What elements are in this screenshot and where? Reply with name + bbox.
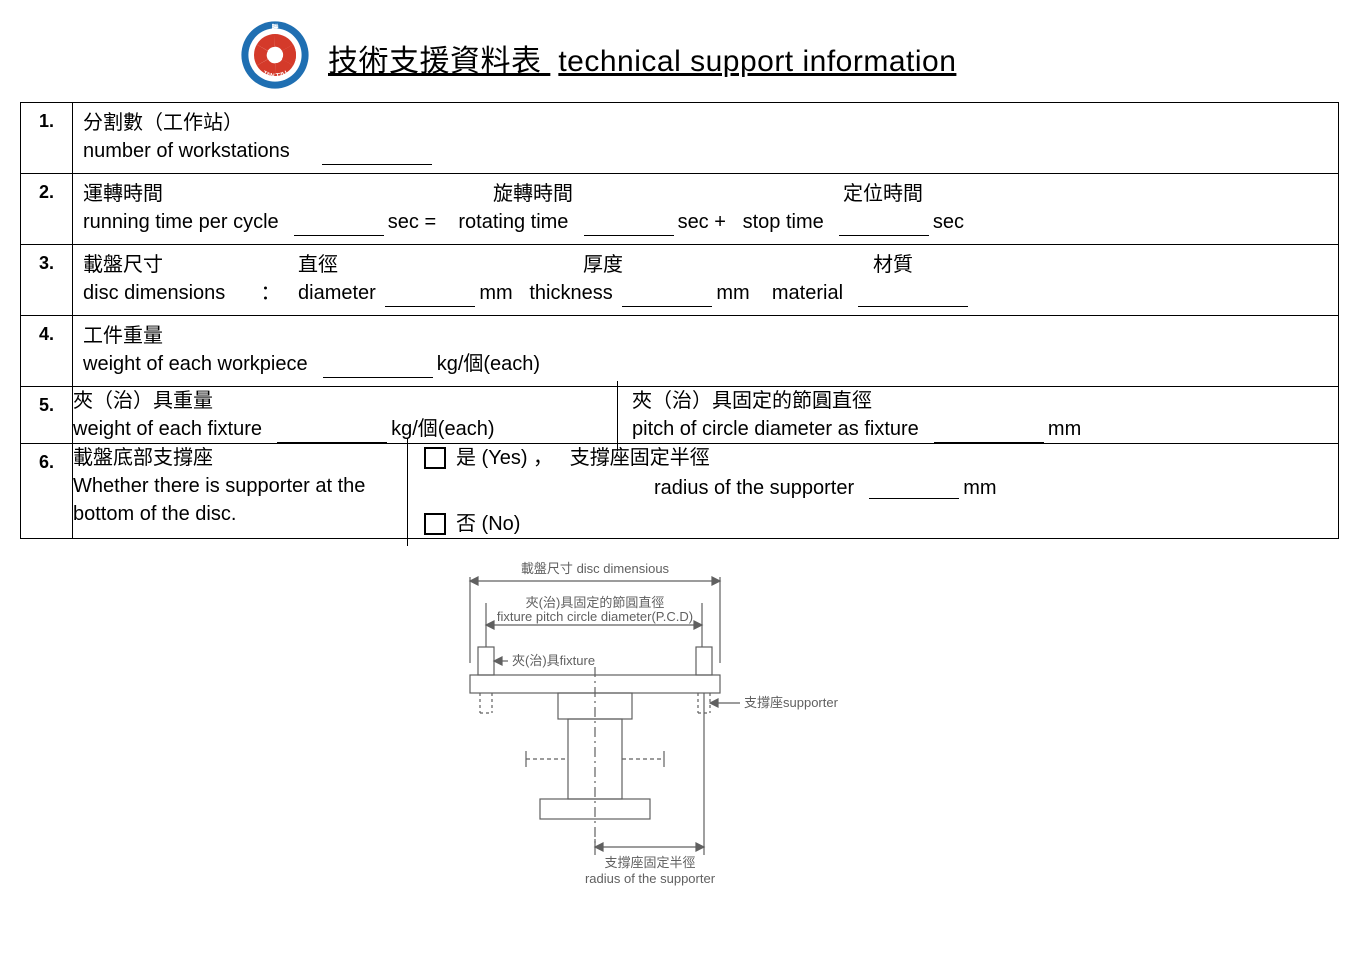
row3-en2: diameter	[298, 279, 376, 307]
row4-unit: kg/個(each)	[437, 350, 540, 378]
row2-zh1: 運轉時間	[83, 180, 313, 208]
row5-en2: pitch of circle diameter as fixture	[632, 415, 919, 443]
row2-en3: stop time	[743, 208, 824, 236]
page-header: 騰 TAN TZU 技術支援資料表 technical support info…	[20, 20, 1339, 96]
row2-blank2[interactable]	[584, 214, 674, 236]
row5-mm: mm	[1048, 415, 1081, 443]
svg-text:支撐座固定半徑: 支撐座固定半徑	[604, 855, 695, 870]
row3-en1: disc dimensions	[83, 279, 243, 307]
row1-zh: 分割數（工作站）	[83, 109, 1328, 137]
svg-text:支撐座supporter: 支撐座supporter	[744, 695, 839, 710]
row2-cell: 運轉時間 旋轉時間 定位時間 running time per cycle se…	[73, 174, 1339, 245]
row5-cell: 夾（治）具重量 weight of each fixture kg/個(each…	[73, 387, 1339, 444]
row6-en: Whether there is supporter at the bottom…	[73, 472, 397, 528]
row6-zh2: 支撐座固定半徑	[570, 444, 710, 472]
row3-zh1: 載盤尺寸	[83, 251, 298, 279]
row3-zh4: 材質	[873, 251, 913, 279]
svg-text:騰: 騰	[272, 23, 280, 32]
row1-blank[interactable]	[322, 143, 432, 165]
row6-no: 否 (No)	[456, 510, 520, 538]
row3-mm2: mm	[716, 279, 749, 307]
row6-mm: mm	[963, 474, 996, 502]
row3-zh2: 直徑	[298, 251, 583, 279]
logo: 騰 TAN TZU	[240, 20, 310, 96]
row5-zh1: 夾（治）具重量	[73, 387, 607, 415]
row2-en1: running time per cycle	[83, 208, 279, 236]
page-title: 技術支援資料表 technical support information	[328, 36, 956, 80]
row2-num: 2.	[21, 174, 73, 245]
row3-en4: material	[772, 279, 843, 307]
row6-en2: radius of the supporter	[654, 474, 854, 502]
row6-zh: 載盤底部支撐座	[73, 444, 397, 472]
row6-yes: 是 (Yes) ，	[456, 444, 553, 472]
row3-cell: 載盤尺寸 直徑 厚度 材質 disc dimensions ： diameter…	[73, 245, 1339, 316]
row2-blank3[interactable]	[839, 214, 929, 236]
row2-sec-plus: sec +	[678, 208, 726, 236]
row3-blank1[interactable]	[385, 285, 475, 307]
row3-blank3[interactable]	[858, 285, 968, 307]
title-en: technical support information	[558, 45, 956, 78]
row4-en: weight of each workpiece	[83, 350, 308, 378]
row5-zh2: 夾（治）具固定的節圓直徑	[632, 387, 1338, 415]
title-zh: 技術支援資料表	[328, 45, 542, 78]
row2-en2: rotating time	[458, 208, 568, 236]
row2-blank1[interactable]	[294, 214, 384, 236]
row3-num: 3.	[21, 245, 73, 316]
row3-colon: ：	[243, 279, 298, 307]
row2-sec: sec	[933, 208, 964, 236]
form-table: 1. 分割數（工作站） number of workstations 2. 運轉…	[20, 102, 1339, 539]
row4-zh: 工件重量	[83, 322, 1328, 350]
svg-text:夾(治)具fixture: 夾(治)具fixture	[512, 653, 595, 668]
row1-num: 1.	[21, 103, 73, 174]
row2-sec-eq: sec =	[388, 208, 436, 236]
svg-text:夾(治)具固定的節圓直徑: 夾(治)具固定的節圓直徑	[525, 595, 664, 610]
row6-blank[interactable]	[869, 477, 959, 499]
row2-zh2: 旋轉時間	[493, 180, 773, 208]
diagram: 載盤尺寸 disc dimensious 夾(治)具固定的節圓直徑 fixtur…	[20, 547, 1339, 927]
row6-cell: 載盤底部支撐座 Whether there is supporter at th…	[73, 444, 1339, 539]
svg-text:radius of the supporter: radius of the supporter	[584, 871, 715, 886]
checkbox-yes[interactable]	[424, 447, 446, 469]
row5-blank2[interactable]	[934, 421, 1044, 443]
row3-en3: thickness	[529, 279, 612, 307]
svg-text:載盤尺寸 disc dimensious: 載盤尺寸 disc dimensious	[520, 561, 669, 576]
row3-blank2[interactable]	[622, 285, 712, 307]
row3-mm1: mm	[479, 279, 512, 307]
row4-num: 4.	[21, 316, 73, 387]
svg-text:fixture pitch circle diameter(: fixture pitch circle diameter(P.C.D)	[496, 609, 692, 624]
checkbox-no[interactable]	[424, 513, 446, 535]
row4-cell: 工件重量 weight of each workpiece kg/個(each)	[73, 316, 1339, 387]
row4-blank[interactable]	[323, 356, 433, 378]
row1-en: number of workstations	[83, 137, 290, 165]
row1-cell: 分割數（工作站） number of workstations	[73, 103, 1339, 174]
row3-zh3: 厚度	[583, 251, 873, 279]
row2-zh3: 定位時間	[843, 180, 923, 208]
